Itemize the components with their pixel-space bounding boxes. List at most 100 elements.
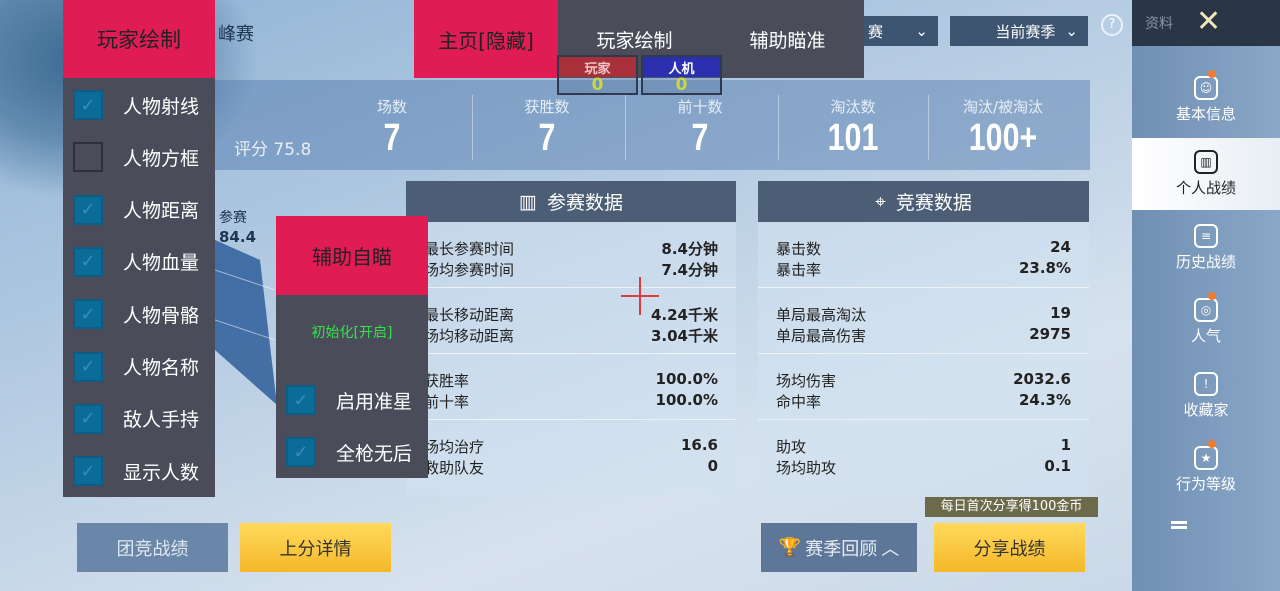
tab-player-draw[interactable]: 玩家绘制 bbox=[596, 29, 673, 52]
stat-value: 24.3% bbox=[1018, 391, 1071, 409]
stat-value: 16.6 bbox=[680, 436, 718, 454]
stat-value: 100.0% bbox=[655, 370, 718, 388]
stat-row: 救助队友 0 bbox=[424, 457, 718, 478]
tab-home-hidden[interactable]: 主页[隐藏] bbox=[414, 0, 558, 78]
stats-doc-icon: ▥ bbox=[1194, 150, 1218, 174]
crosshair-v bbox=[639, 277, 641, 315]
stat-group: 助攻 1 场均助攻 0.1 bbox=[758, 420, 1089, 486]
stat-wins: 获胜数 7 bbox=[524, 98, 570, 159]
stat-matches: 场数 7 bbox=[376, 98, 407, 159]
stat-label: 前十率 bbox=[424, 393, 470, 411]
option-label: 全枪无后 bbox=[336, 442, 413, 465]
team-stats-button[interactable]: 团竞战绩 bbox=[77, 523, 228, 572]
esp-option[interactable]: ✓ 人物血量 bbox=[63, 236, 215, 288]
option-label: 人物名称 bbox=[123, 357, 200, 379]
stat-row: 命中率 24.3% bbox=[776, 391, 1071, 412]
stat-row: 暴击率 23.8% bbox=[776, 259, 1071, 280]
option-label: 人物距离 bbox=[123, 200, 200, 223]
participation-panel: ▥ 参赛数据 最长参赛时间 8.4分钟 场均参赛时间 7.4分钟 最长移动距离 4.24千米… bbox=[406, 181, 736, 495]
esp-option[interactable]: ✓ 显示人数 bbox=[63, 445, 215, 497]
esp-option[interactable]: ✓ 人物方框 bbox=[63, 131, 215, 183]
panel-title: 参赛数据 bbox=[546, 192, 623, 214]
bar-chart-icon: ▥ bbox=[519, 190, 537, 213]
option-label: 人物血量 bbox=[123, 252, 200, 275]
season-review-button[interactable]: 🏆 赛季回顾 ︿ bbox=[761, 523, 917, 572]
checkbox[interactable]: ✓ bbox=[73, 299, 103, 330]
aim-option[interactable]: ✓ 启用准星 bbox=[276, 374, 428, 426]
checkbox[interactable]: ✓ bbox=[286, 437, 316, 467]
option-label: 显示人数 bbox=[123, 461, 200, 484]
stat-value: 7.4分钟 bbox=[661, 261, 718, 279]
sidebar-item[interactable]: ! 收藏家 bbox=[1132, 360, 1280, 432]
profile-icon: ☺ bbox=[1194, 76, 1218, 100]
checkbox[interactable]: ✓ bbox=[73, 456, 103, 487]
close-icon[interactable]: ✕ bbox=[1196, 4, 1222, 39]
stat-group: 获胜率 100.0% 前十率 100.0% bbox=[406, 354, 736, 420]
stat-row: 单局最高伤害 2975 bbox=[776, 325, 1071, 346]
stat-label: 命中率 bbox=[776, 393, 822, 411]
sidebar-item-label: 收藏家 bbox=[1183, 401, 1229, 419]
checkbox[interactable]: ✓ bbox=[73, 90, 103, 120]
stat-label: 助攻 bbox=[776, 438, 807, 456]
help-icon[interactable]: ? bbox=[1101, 14, 1123, 36]
sidebar-title: 资料 bbox=[1145, 16, 1173, 32]
checkbox[interactable]: ✓ bbox=[286, 385, 316, 415]
stat-value: 3.04千米 bbox=[650, 327, 718, 345]
sidebar-item-label: 人气 bbox=[1190, 327, 1221, 345]
sidebar-item[interactable]: ☺ 基本信息 bbox=[1132, 64, 1280, 136]
sidebar-header bbox=[1132, 0, 1280, 46]
tab-aim-assist[interactable]: 辅助瞄准 bbox=[749, 29, 826, 52]
option-label: 人物方框 bbox=[123, 147, 200, 170]
esp-menu-title: 玩家绘制 bbox=[63, 0, 215, 78]
checkbox[interactable]: ✓ bbox=[73, 403, 103, 434]
option-label: 敌人手持 bbox=[123, 409, 200, 432]
stat-row: 暴击数 24 bbox=[776, 238, 1071, 259]
notification-dot bbox=[1208, 70, 1216, 78]
stat-group: 最长参赛时间 8.4分钟 场均参赛时间 7.4分钟 bbox=[406, 222, 736, 288]
esp-option[interactable]: ✓ 人物骨骼 bbox=[63, 288, 215, 340]
chevron-up-icon: ︿ bbox=[881, 538, 900, 560]
stat-label: 暴击数 bbox=[776, 240, 822, 258]
sidebar-item[interactable]: ▥ 个人战绩 bbox=[1132, 138, 1280, 210]
chevron-down-icon: ⌄ bbox=[1065, 22, 1078, 40]
checkbox[interactable]: ✓ bbox=[73, 246, 103, 277]
esp-option[interactable]: ✓ 人物名称 bbox=[63, 341, 215, 393]
notification-dot bbox=[1208, 292, 1216, 300]
stat-value: 19 bbox=[1050, 304, 1071, 322]
sidebar-item-label: 历史战绩 bbox=[1175, 253, 1236, 271]
checkbox[interactable]: ✓ bbox=[73, 142, 103, 173]
option-label: 人物射线 bbox=[123, 95, 200, 118]
stat-row: 最长移动距离 4.24千米 bbox=[424, 304, 718, 325]
stat-label: 获胜率 bbox=[424, 372, 470, 390]
stat-row: 场均伤害 2032.6 bbox=[776, 370, 1071, 391]
history-doc-icon: ≡ bbox=[1194, 224, 1218, 248]
rank-details-button[interactable]: 上分详情 bbox=[240, 523, 391, 572]
esp-option[interactable]: ✓ 人物距离 bbox=[63, 184, 215, 236]
stat-group: 暴击数 24 暴击率 23.8% bbox=[758, 222, 1089, 288]
checkbox[interactable]: ✓ bbox=[73, 194, 103, 225]
stat-label: 最长参赛时间 bbox=[424, 240, 515, 258]
stat-group: 场均治疗 16.6 救助队友 0 bbox=[406, 420, 736, 486]
stat-top10: 前十数 7 bbox=[677, 98, 723, 159]
share-tip: 每日首次分享得100金币 bbox=[925, 497, 1098, 517]
stat-label: 单局最高淘汰 bbox=[776, 306, 867, 324]
sidebar-item[interactable]: ★ 行为等级 bbox=[1132, 434, 1280, 506]
stat-value: 8.4分钟 bbox=[661, 240, 718, 258]
popularity-icon: ◎ bbox=[1194, 298, 1218, 322]
esp-option[interactable]: ✓ 人物射线 bbox=[63, 79, 215, 131]
notification-dot bbox=[1208, 440, 1216, 448]
sidebar-item[interactable]: ≡ 历史战绩 bbox=[1132, 212, 1280, 284]
share-button[interactable]: 分享战绩 bbox=[934, 523, 1085, 572]
season-dropdown[interactable]: 当前赛季 ⌄ bbox=[950, 16, 1088, 46]
stat-row: 获胜率 100.0% bbox=[424, 370, 718, 391]
checkbox[interactable]: ✓ bbox=[73, 351, 103, 382]
rating: 评分 75.8 bbox=[234, 140, 312, 160]
esp-option[interactable]: ✓ 敌人手持 bbox=[63, 393, 215, 445]
stat-group: 单局最高淘汰 19 单局最高伤害 2975 bbox=[758, 288, 1089, 354]
aim-option[interactable]: ✓ 全枪无后 bbox=[276, 426, 428, 478]
sidebar-item[interactable]: ◎ 人气 bbox=[1132, 286, 1280, 358]
radar-value: 84.4 bbox=[219, 228, 257, 246]
stat-row: 前十率 100.0% bbox=[424, 391, 718, 412]
more-icon[interactable] bbox=[1171, 521, 1187, 529]
trophy-icon: 🏆 bbox=[778, 537, 802, 558]
